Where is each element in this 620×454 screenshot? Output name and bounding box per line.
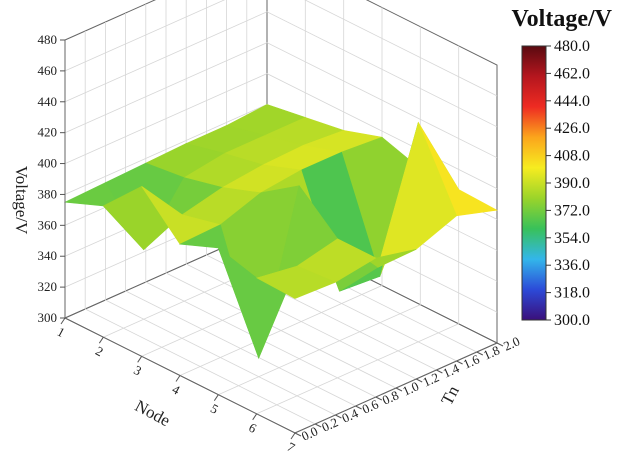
- surface-patch: [255, 265, 337, 299]
- y-gridline: [125, 13, 356, 407]
- colorbar-tick-label: 444.0: [554, 93, 590, 110]
- x-tick-mark: [290, 432, 296, 440]
- x-tick-mark: [175, 375, 181, 382]
- y-tick-mark: [476, 351, 484, 356]
- y-tick-mark: [395, 387, 403, 392]
- z-axis-label: Voltage/V: [12, 166, 31, 235]
- x-tick-mark: [60, 317, 66, 325]
- x-tick-mark: [98, 336, 104, 344]
- y-tick-label: 1.8: [481, 342, 502, 362]
- y-tick-label: 0.2: [319, 414, 340, 434]
- y-tick-mark: [496, 342, 504, 347]
- y-tick-label: 0.6: [360, 396, 381, 417]
- colorbar-tick-label: 372.0: [554, 202, 590, 219]
- x-gridline: [256, 45, 460, 415]
- x-tick-label: 5: [208, 401, 221, 417]
- z-tick-label: 460: [38, 63, 58, 78]
- x-gridline: [179, 7, 383, 376]
- x-tick-mark: [137, 356, 143, 363]
- y-tick-mark: [456, 360, 463, 365]
- z-tick-label: 360: [38, 217, 58, 232]
- y-gridline: [84, 31, 316, 425]
- y-tick-label: 2.0: [501, 333, 522, 353]
- y-gridline: [165, 0, 397, 389]
- y-gridline: [185, 0, 417, 380]
- x-gridline: [218, 26, 421, 396]
- y-tick-label: 1.6: [461, 351, 482, 372]
- y-tick-label: 1.2: [420, 369, 441, 389]
- y-gridline: [105, 22, 336, 416]
- y-tick-label: 1.4: [441, 360, 462, 381]
- z-tick-label: 320: [38, 279, 58, 294]
- y-tick-mark: [375, 396, 383, 401]
- y-tick-mark: [294, 432, 302, 437]
- x-tick-mark: [252, 413, 258, 421]
- colorbar-tick-label: 336.0: [554, 257, 590, 274]
- x-tick-mark: [213, 394, 219, 401]
- colorbar-tick-label: 390.0: [554, 175, 590, 192]
- colorbar-tick-label: 426.0: [554, 120, 590, 137]
- y-tick-mark: [314, 423, 322, 428]
- colorbar-title: Voltage/V: [512, 6, 613, 32]
- y-tick-mark: [335, 414, 342, 419]
- y-tick-label: 0.0: [299, 423, 320, 443]
- x-axis-label: Node: [132, 396, 173, 430]
- y-tick-label: 1.0: [400, 378, 421, 398]
- z-gridline: [64, 0, 498, 97]
- y-tick-mark: [415, 378, 423, 383]
- z-tick-label: 420: [38, 125, 58, 140]
- y-gridline: [205, 0, 437, 371]
- z-tick-label: 480: [38, 32, 58, 47]
- y-tick-label: 0.4: [340, 405, 361, 426]
- x-tick-label: 1: [55, 324, 68, 340]
- colorbar-tick-label: 462.0: [554, 65, 590, 82]
- x-tick-label: 4: [170, 381, 183, 398]
- y-tick-mark: [355, 405, 362, 410]
- colorbar-tick-label: 354.0: [554, 230, 590, 247]
- z-tick-label: 340: [38, 248, 58, 263]
- y-axis-label: Tn: [437, 382, 463, 408]
- z-tick-label: 380: [38, 186, 58, 201]
- x-tick-label: 7: [285, 439, 298, 454]
- x-tick-label: 6: [246, 420, 259, 437]
- colorbar-tick-label: 408.0: [554, 148, 590, 165]
- z-tick-label: 440: [38, 94, 58, 109]
- y-gridline: [145, 4, 376, 398]
- z-tick-label: 400: [38, 156, 58, 171]
- colorbar-tick-label: 318.0: [554, 285, 590, 302]
- colorbar-tick-label: 300.0: [554, 312, 590, 329]
- y-tick-label: 0.8: [380, 387, 401, 407]
- x-tick-label: 2: [93, 343, 106, 359]
- colorbar-scale: [521, 45, 547, 321]
- surface: [63, 104, 498, 360]
- z-tick-label: 300: [38, 310, 58, 325]
- colorbar-tick-label: 480.0: [554, 38, 590, 55]
- x-tick-label: 3: [131, 362, 144, 378]
- colorbar: Voltage/V 480.0 462.0 444.0 426.0 408.0 390.0…: [512, 6, 613, 329]
- y-tick-mark: [436, 369, 443, 374]
- colorbar-ticks: 480.0 462.0 444.0 426.0 408.0 390.0 372.0 354.0…: [546, 38, 590, 329]
